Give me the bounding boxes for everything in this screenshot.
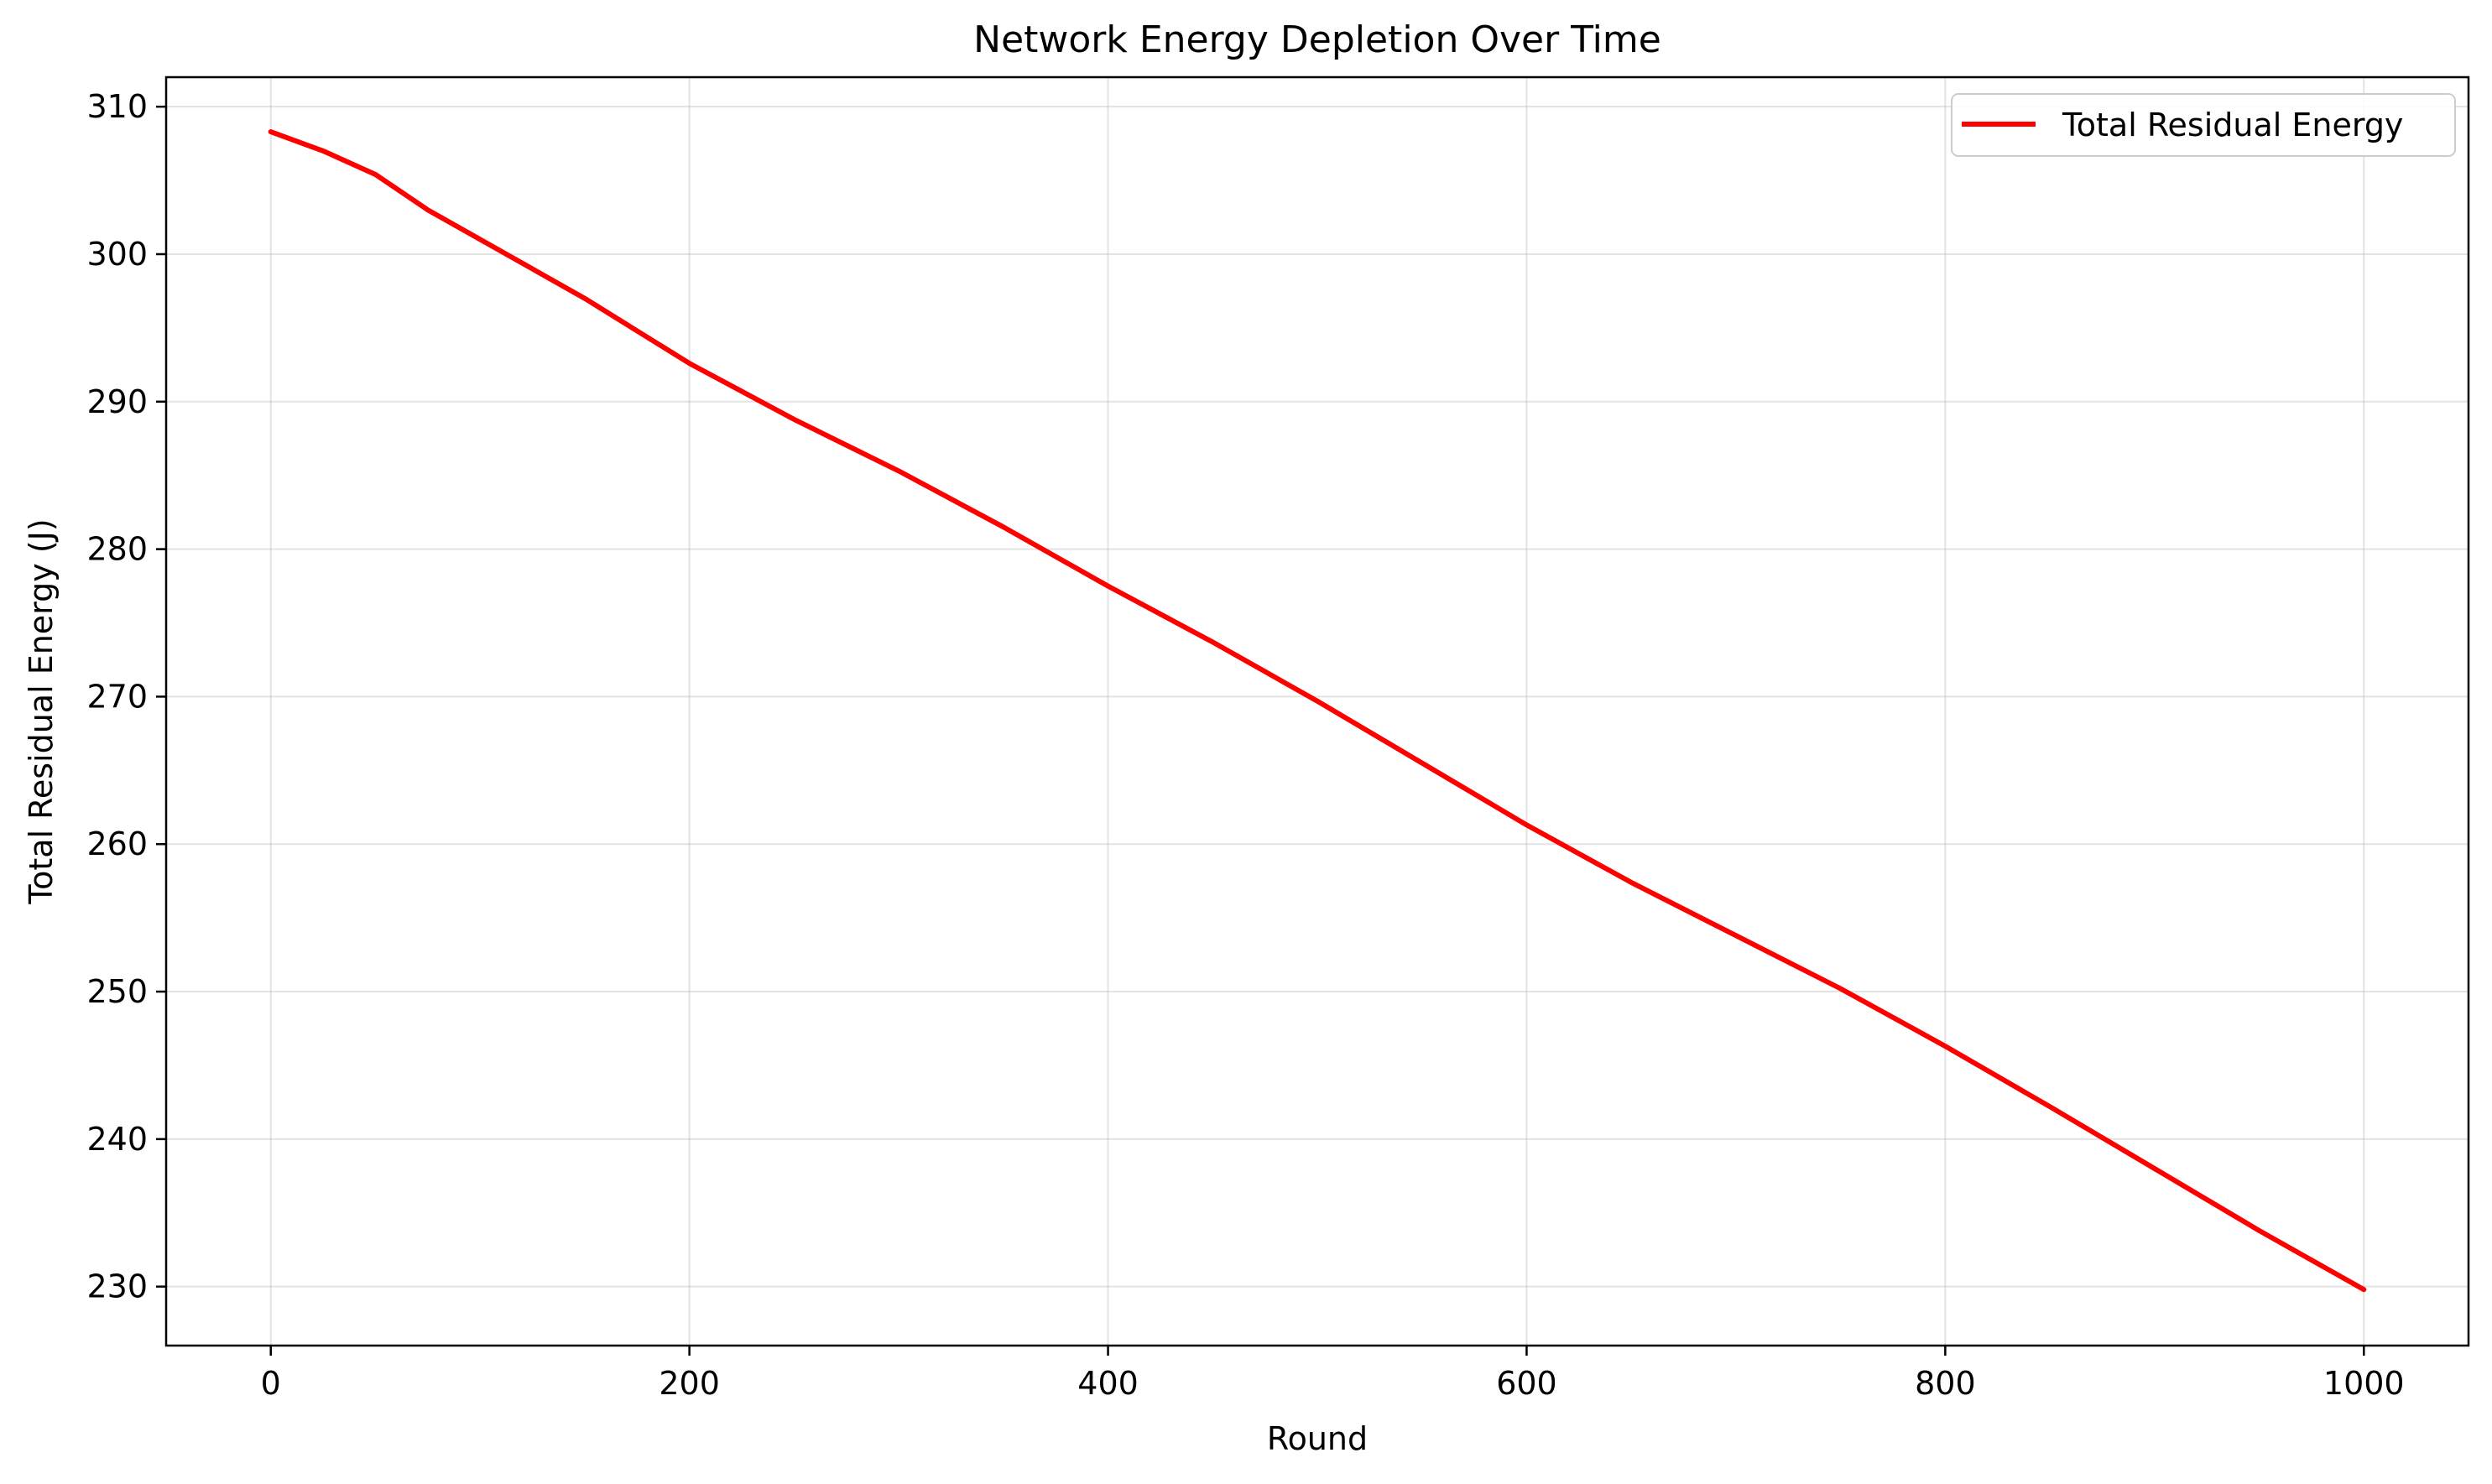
y-tick-label: 280 (86, 531, 148, 568)
plot-frame (164, 76, 2470, 1347)
x-tick-label: 0 (261, 1365, 281, 1402)
y-axis: 230 240 250 260 270 280 290 300 310 (86, 88, 166, 1305)
y-axis-label: Total Residual Energy (J) (23, 518, 60, 904)
y-tick-label: 240 (86, 1121, 148, 1158)
x-axis: 0 200 400 600 800 1000 (261, 1346, 2405, 1402)
grid-layer (166, 77, 2469, 1346)
y-tick-label: 300 (86, 236, 148, 273)
y-tick-label: 250 (86, 973, 148, 1010)
x-tick-label: 1000 (2323, 1365, 2405, 1402)
y-tick-label: 260 (86, 825, 148, 862)
legend-label: Total Residual Energy (2062, 107, 2403, 143)
x-tick-label: 600 (1496, 1365, 1557, 1402)
x-tick-label: 400 (1077, 1365, 1139, 1402)
y-tick-label: 290 (86, 383, 148, 420)
y-tick-label: 270 (86, 678, 148, 715)
x-tick-label: 800 (1915, 1365, 1976, 1402)
series-line (268, 129, 2367, 1293)
series-layer (268, 129, 2367, 1293)
x-tick-label: 200 (659, 1365, 720, 1402)
legend: Total Residual Energy (1951, 93, 2456, 157)
legend-box (1951, 93, 2456, 157)
y-tick-label: 230 (86, 1268, 148, 1305)
chart-title: Network Energy Depletion Over Time (973, 18, 1661, 61)
x-axis-label: Round (1267, 1420, 1368, 1457)
y-tick-label: 310 (86, 88, 148, 125)
